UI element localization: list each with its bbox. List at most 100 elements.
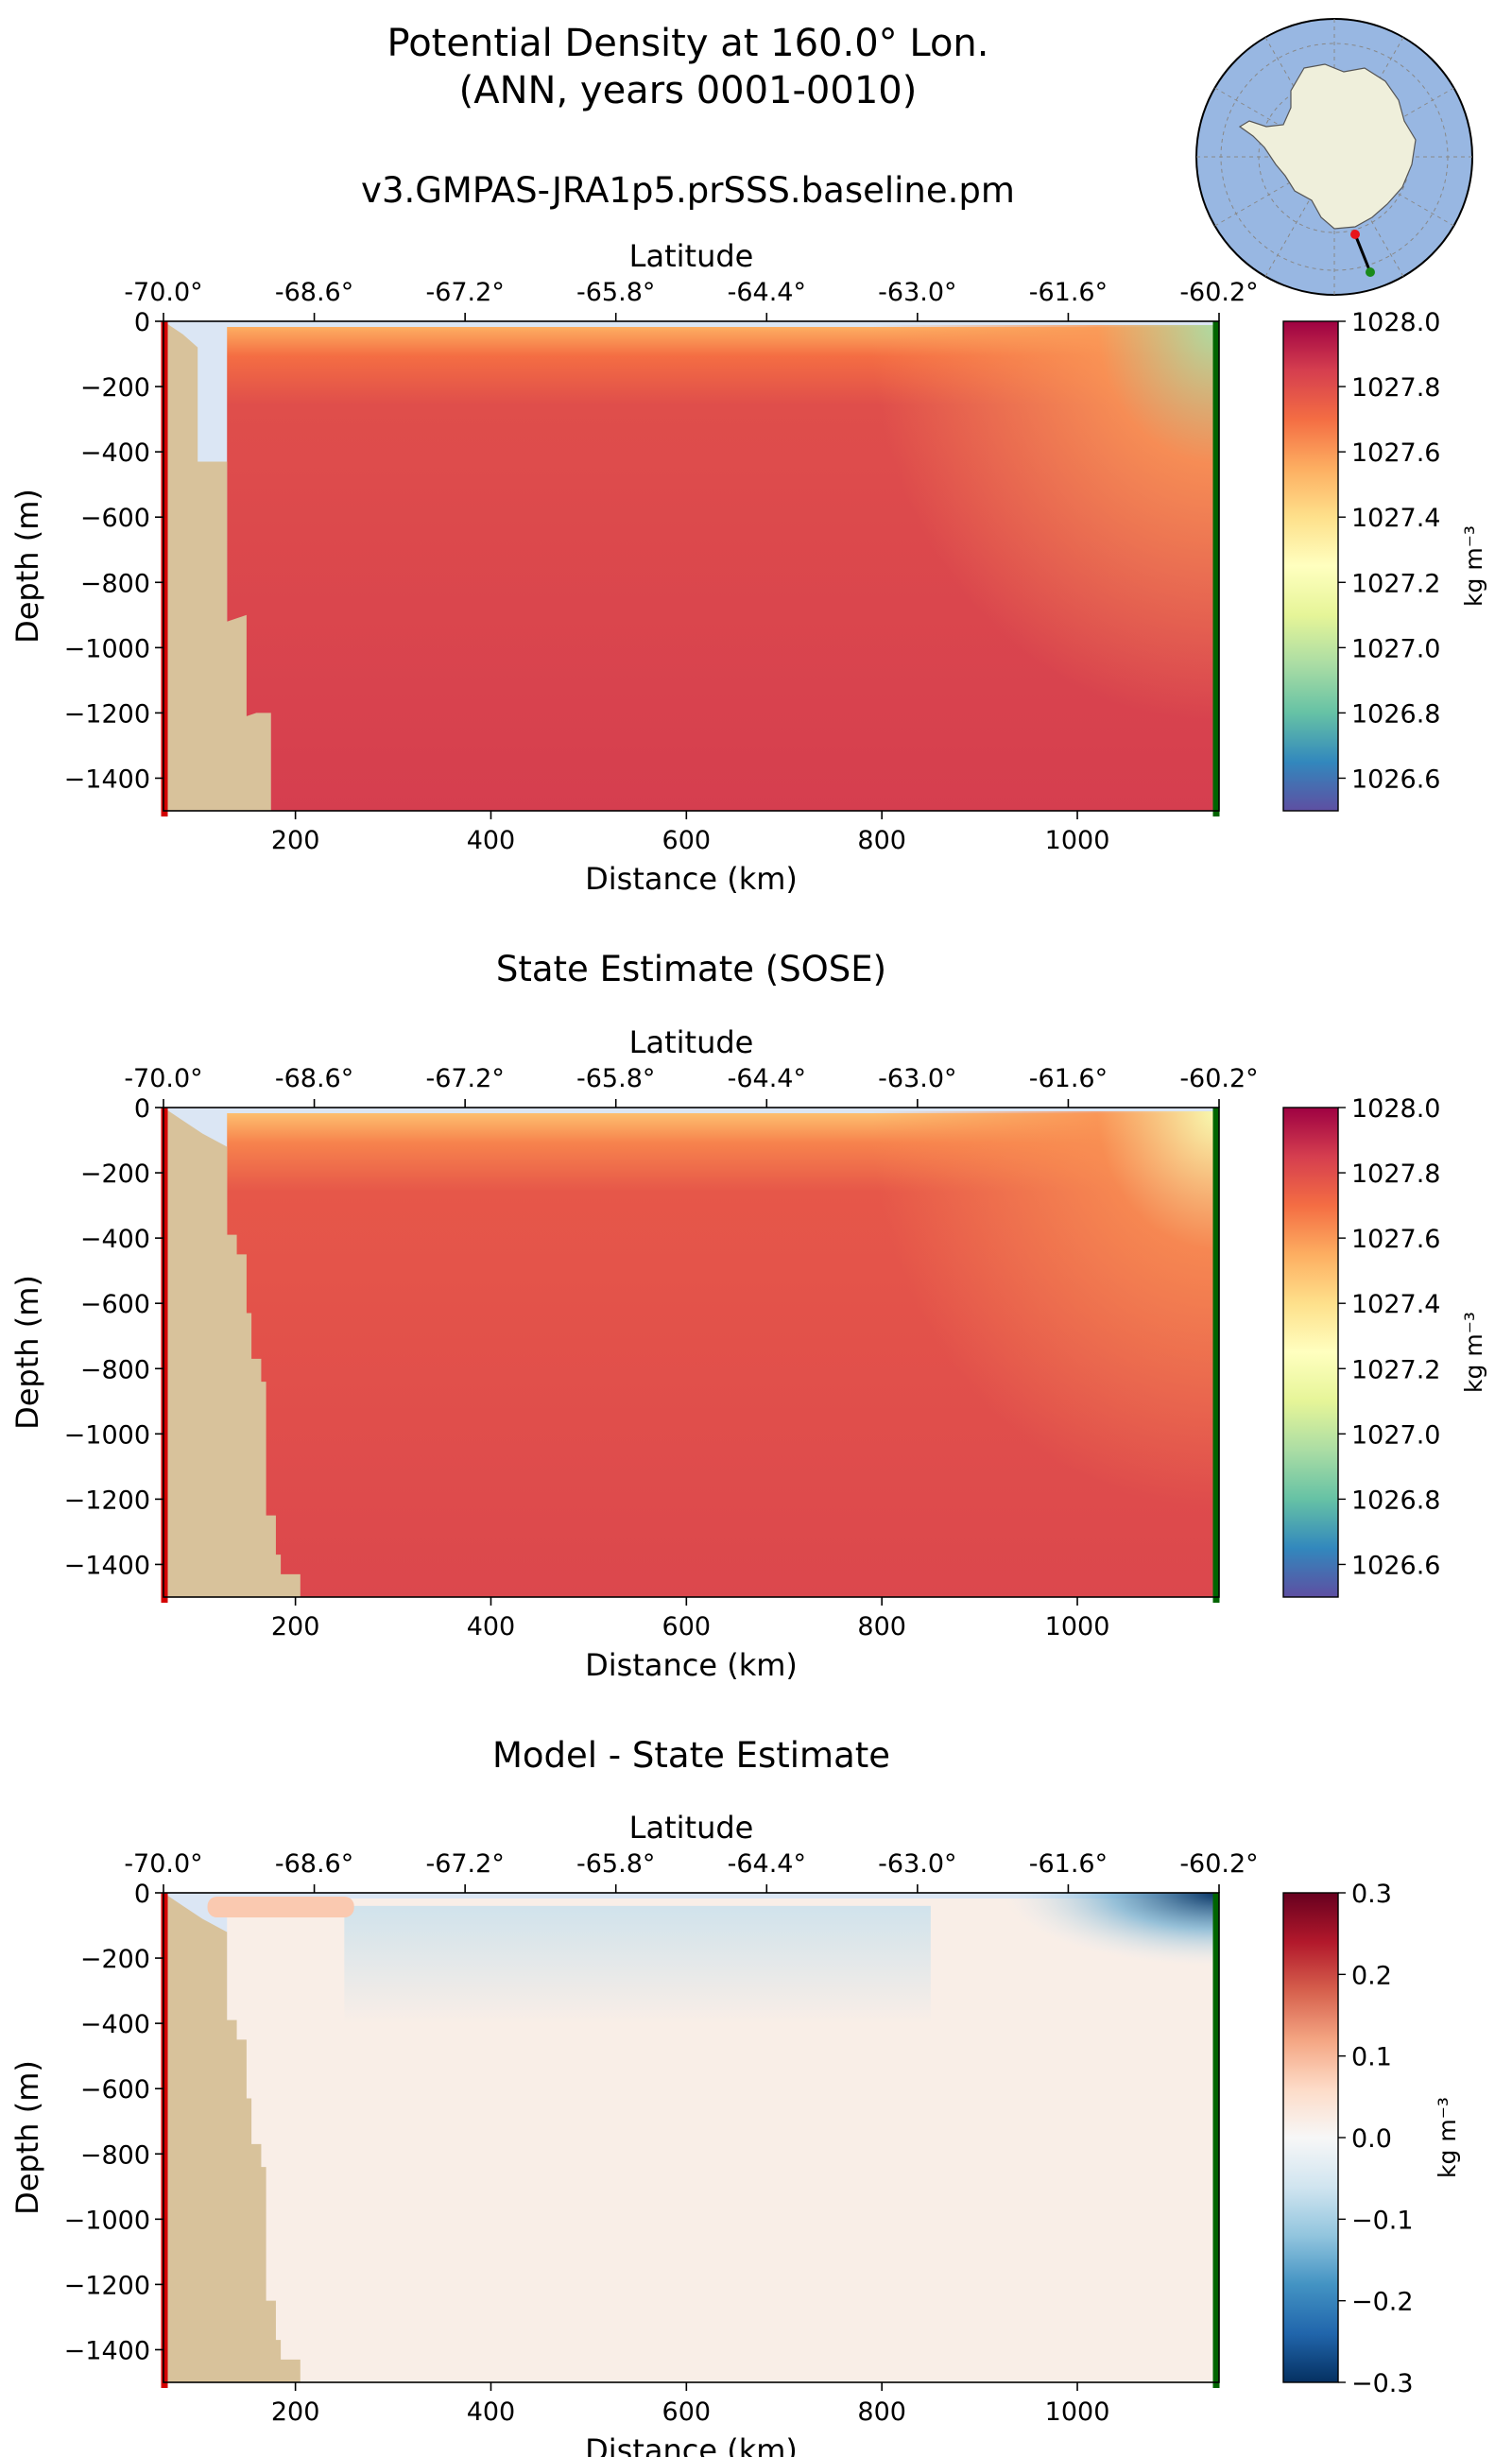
latitude-tick-label: -67.2° [425,1064,504,1093]
colorbar-tick-label: 1026.6 [1351,1551,1440,1580]
colorbar-tick-label: 0.1 [1351,2043,1392,2072]
colorbar-tick-label: 1028.0 [1351,1094,1440,1124]
y-tick-label: −200 [80,1945,150,1974]
y-tick-label: 0 [134,308,150,337]
colorbar-tick-label: 1027.6 [1351,438,1440,468]
y-tick-label: 0 [134,1094,150,1124]
latitude-tick-label: -63.0° [878,1849,956,1879]
y-tick-label: −1200 [64,2271,150,2300]
latitude-tick-label: -67.2° [425,278,504,307]
colorbar-tick-label: 1027.4 [1351,504,1440,533]
figure-title-line1: Potential Density at 160.0° Lon. [387,22,989,65]
y-tick-label: 0 [134,1880,150,1909]
y-tick-label: −1400 [64,2336,150,2365]
x-axis-label: Distance (km) [585,1647,798,1683]
x-tick-label: 800 [857,826,906,855]
colorbar-tick-label: 1026.6 [1351,765,1440,794]
latitude-tick-label: -68.6° [275,1849,353,1879]
y-tick-label: −600 [80,504,150,533]
latitude-tick-label: -63.0° [878,1064,956,1093]
colorbar-tick-label: 1027.6 [1351,1225,1440,1254]
colorbar-tick-label: 0.2 [1351,1961,1392,1990]
density-field [163,321,1219,811]
colorbar-tick-label: 1026.8 [1351,699,1440,729]
east-lighter-water [833,1111,1219,1553]
y-tick-label: −600 [80,1290,150,1319]
colorbar-tick-label: 1027.8 [1351,1160,1440,1189]
top-axis-label: Latitude [629,238,754,274]
x-tick-label: 1000 [1045,2397,1110,2427]
colorbar-tick-label: 0.0 [1351,2124,1392,2154]
panel-title: Model - State Estimate [492,1735,890,1776]
transect-end-marker [1366,267,1375,277]
latitude-tick-label: -70.0° [124,278,202,307]
y-tick-label: −800 [80,2140,150,2170]
colorbar-tick-label: 1027.2 [1351,569,1440,598]
chart-panel-3: Model - State Estimate 0 −200 −400 −600 −800 −… [9,1735,1461,2457]
y-tick-label: −1200 [64,1486,150,1515]
latitude-tick-label: -63.0° [878,278,956,307]
run-name: v3.GMPAS-JRA1p5.prSSS.baseline.pm [361,170,1015,211]
top-axis-label: Latitude [629,1810,754,1846]
latitude-tick-label: -60.2° [1179,278,1258,307]
x-tick-label: 600 [662,1612,712,1641]
latitude-tick-label: -68.6° [275,1064,353,1093]
x-tick-label: 1000 [1045,1612,1110,1641]
y-tick-label: −1400 [64,765,150,794]
y-tick-label: −1200 [64,699,150,729]
east-lighter-water [833,325,1219,766]
x-tick-label: 800 [857,1612,906,1641]
latitude-tick-label: -65.8° [576,1064,655,1093]
latitude-tick-label: -65.8° [576,278,655,307]
colorbar-label: kg m⁻³ [1460,525,1487,607]
x-tick-label: 200 [271,826,320,855]
latitude-tick-label: -60.2° [1179,1849,1258,1879]
density-field [163,1108,1219,1597]
panel-title: State Estimate (SOSE) [496,949,886,989]
colorbar-tick-label: 1027.4 [1351,1290,1440,1319]
x-tick-label: 800 [857,2397,906,2427]
transect-line [1353,233,1372,273]
antarctica-map-icon [1195,18,1473,296]
top-axis-label: Latitude [629,1024,754,1060]
density-field [163,1893,1219,2382]
y-tick-label: −200 [80,373,150,403]
plot-frame [163,320,1220,812]
x-tick-label: 1000 [1045,826,1110,855]
latitude-tick-label: -65.8° [576,1849,655,1879]
latitude-tick-label: -61.6° [1029,1849,1108,1879]
bathymetry [163,1893,301,2382]
colorbar [1282,1107,1339,1598]
y-tick-label: −800 [80,569,150,598]
y-axis-label: Depth (m) [9,2060,45,2215]
colorbar-tick-label: 0.3 [1351,1880,1392,1909]
x-tick-label: 400 [467,2397,516,2427]
y-tick-label: −800 [80,1355,150,1384]
coastal-positive-anomaly [207,1897,354,1917]
colorbar-tick-label: 1027.0 [1351,634,1440,663]
bathymetry [163,1108,301,1597]
y-tick-label: −1400 [64,1551,150,1580]
latitude-tick-label: -68.6° [275,278,353,307]
y-axis-label: Depth (m) [9,1275,45,1430]
latitude-tick-label: -61.6° [1029,1064,1108,1093]
transect-start-marker [1350,230,1360,239]
x-axis-label: Distance (km) [585,861,798,897]
x-tick-label: 400 [467,1612,516,1641]
colorbar-tick-label: 1028.0 [1351,308,1440,337]
y-tick-label: −200 [80,1160,150,1189]
latitude-tick-label: -64.4° [728,278,806,307]
x-tick-label: 400 [467,826,516,855]
upper-negative-band [344,1905,931,2024]
plot-frame [163,1892,1220,2383]
latitude-tick-label: -70.0° [124,1064,202,1093]
latitude-tick-label: -61.6° [1029,278,1108,307]
plot-frame [163,1107,1220,1598]
y-tick-label: −1000 [64,634,150,663]
latitude-tick-label: -64.4° [728,1849,806,1879]
chart-panel-2: State Estimate (SOSE) 0 −200 −400 −600 −800 −1… [9,949,1487,1683]
x-tick-label: 600 [662,826,712,855]
east-negative-anomaly [979,1893,1219,1975]
